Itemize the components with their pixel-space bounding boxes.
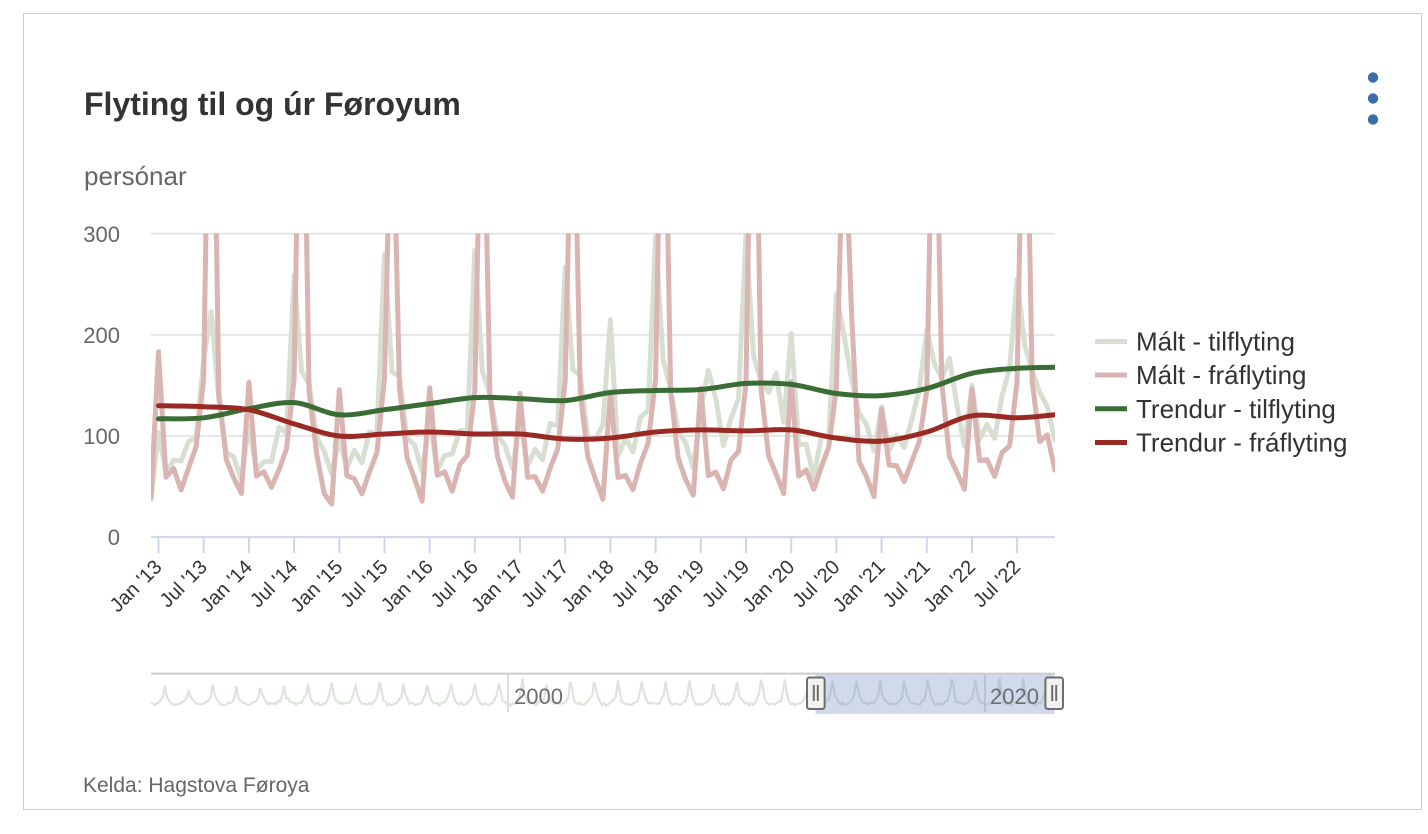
svg-text:100: 100 (83, 424, 120, 449)
svg-text:300: 300 (83, 222, 120, 247)
svg-text:Trendur - tilflyting: Trendur - tilflyting (1136, 394, 1336, 424)
svg-text:Mált - fráflyting: Mált - fráflyting (1136, 360, 1307, 390)
svg-text:Mált - tilflyting: Mált - tilflyting (1136, 327, 1295, 357)
svg-text:2020: 2020 (990, 684, 1039, 709)
svg-text:0: 0 (108, 525, 120, 550)
svg-text:Flyting til og úr Føroyum: Flyting til og úr Føroyum (84, 86, 461, 122)
svg-text:200: 200 (83, 323, 120, 348)
svg-text:2000: 2000 (514, 684, 563, 709)
svg-text:Trendur - fráflyting: Trendur - fráflyting (1136, 428, 1347, 458)
svg-text:persónar: persónar (84, 161, 187, 191)
svg-text:Kelda: Hagstova Føroya: Kelda: Hagstova Føroya (83, 774, 310, 797)
